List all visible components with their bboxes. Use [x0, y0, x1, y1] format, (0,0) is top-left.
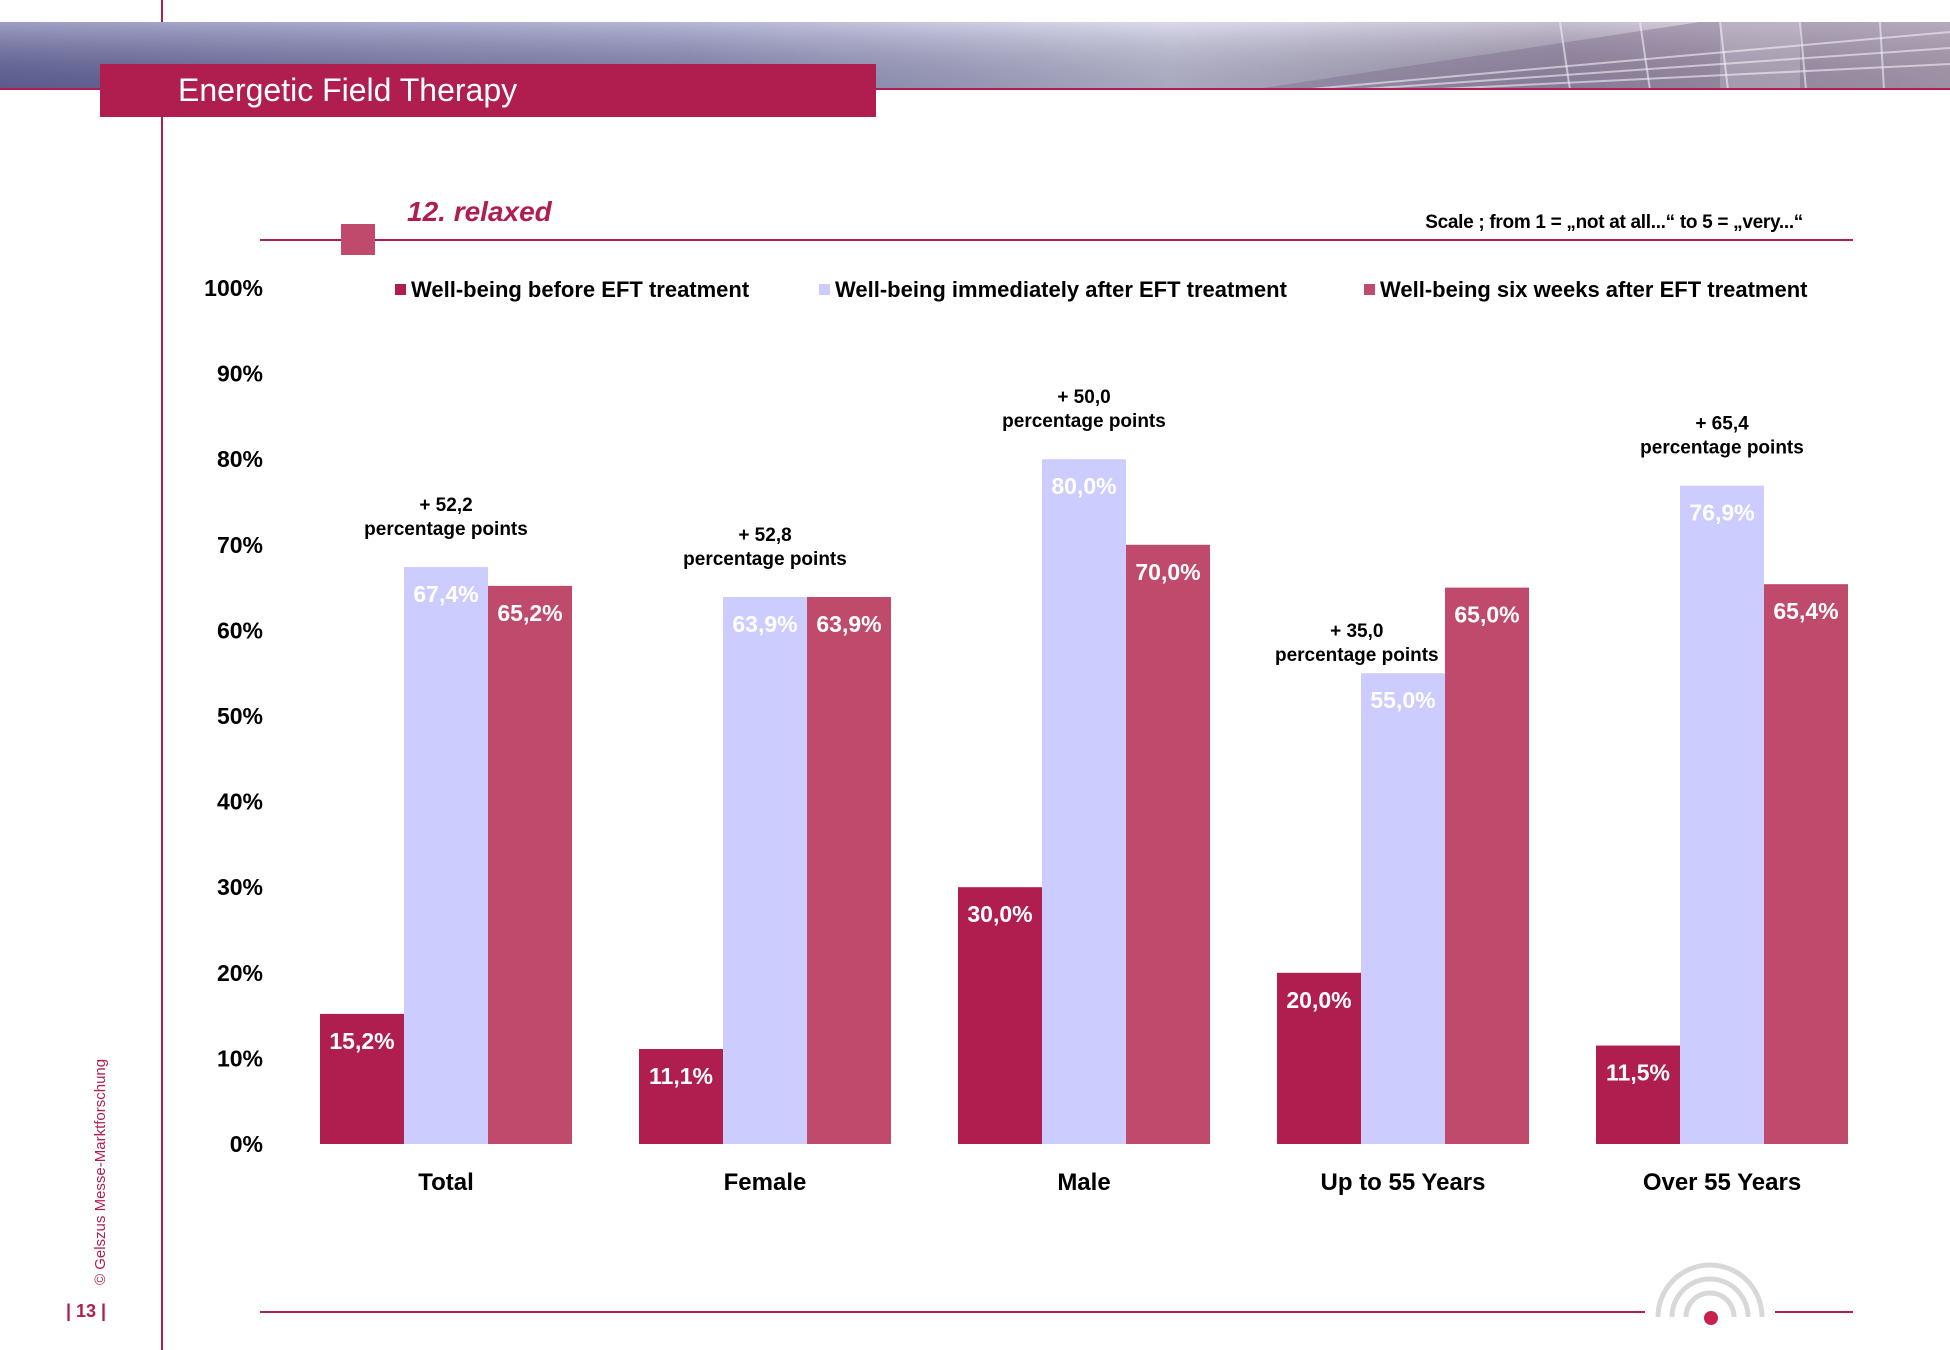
- bar: [1126, 544, 1210, 1144]
- annotation-caption: percentage points: [1640, 438, 1804, 459]
- annotation-value: + 50,0: [1057, 387, 1110, 408]
- legend-label: Well-being before EFT treatment: [411, 277, 750, 302]
- legend-label: Well-being six weeks after EFT treatment: [1380, 277, 1808, 302]
- y-tick-label: 80%: [217, 446, 263, 472]
- bar: [488, 585, 572, 1144]
- legend-swatch: [395, 284, 406, 295]
- page-number: | 13 |: [66, 1301, 107, 1321]
- copyright-text: © Gelszus Messe-Marktforschung: [92, 1058, 109, 1285]
- category-label: Over 55 Years: [1643, 1169, 1801, 1196]
- category-label: Up to 55 Years: [1321, 1169, 1486, 1196]
- scale-note: Scale ; from 1 = „not at all...“ to 5 = …: [1425, 212, 1803, 233]
- y-tick-label: 30%: [217, 874, 263, 900]
- bar-value-label: 15,2%: [329, 1028, 394, 1054]
- bar-value-label: 70,0%: [1135, 559, 1200, 585]
- annotation-value: + 35,0: [1330, 621, 1383, 642]
- y-tick-label: 40%: [217, 789, 263, 815]
- y-tick-label: 50%: [217, 703, 263, 729]
- footer-rule: [260, 1311, 1853, 1313]
- category-label: Total: [418, 1169, 474, 1196]
- bar-value-label: 20,0%: [1286, 987, 1351, 1013]
- bar-value-label: 11,5%: [1606, 1060, 1670, 1086]
- category-label: Female: [724, 1169, 807, 1196]
- bar: [1042, 459, 1126, 1144]
- y-tick-label: 10%: [217, 1045, 263, 1071]
- subtitle-rule: [260, 239, 1853, 241]
- annotation-caption: percentage points: [683, 549, 847, 570]
- bar: [1764, 584, 1848, 1144]
- bar: [404, 567, 488, 1144]
- annotation-value: + 52,8: [738, 525, 791, 546]
- y-tick-label: 70%: [217, 532, 263, 558]
- page-title: Energetic Field Therapy: [100, 64, 876, 117]
- y-tick-label: 100%: [204, 275, 263, 301]
- bar-value-label: 11,1%: [649, 1063, 713, 1089]
- y-tick-label: 90%: [217, 361, 263, 387]
- bar: [807, 597, 891, 1144]
- bar: [639, 1048, 723, 1144]
- category-label: Male: [1057, 1169, 1110, 1196]
- banner-rule: [0, 88, 1950, 90]
- bar-value-label: 65,4%: [1773, 598, 1838, 624]
- company-logo-icon: [1655, 1262, 1765, 1325]
- annotation-caption: percentage points: [1275, 645, 1439, 666]
- bar: [1445, 587, 1529, 1144]
- subtitle-marker: [341, 224, 375, 255]
- legend-label: Well-being immediately after EFT treatme…: [835, 277, 1288, 302]
- annotation-value: + 65,4: [1695, 414, 1749, 435]
- bar-value-label: 55,0%: [1370, 687, 1435, 713]
- bar: [1361, 673, 1445, 1144]
- bar-value-label: 67,4%: [413, 581, 478, 607]
- annotation-value: + 52,2: [419, 495, 472, 516]
- bar-value-label: 30,0%: [967, 901, 1032, 927]
- bar: [958, 887, 1042, 1144]
- legend-swatch: [819, 284, 830, 295]
- left-accent-line: [161, 0, 163, 1350]
- annotation-caption: percentage points: [1002, 411, 1166, 432]
- bar-value-label: 65,2%: [497, 600, 562, 626]
- bar: [1680, 485, 1764, 1145]
- bar-value-label: 80,0%: [1051, 473, 1116, 499]
- bar: [320, 1013, 404, 1144]
- y-tick-label: 20%: [217, 960, 263, 986]
- y-tick-label: 60%: [217, 617, 263, 643]
- annotation-caption: percentage points: [364, 519, 528, 540]
- bar: [723, 597, 807, 1144]
- legend-swatch: [1364, 284, 1375, 295]
- y-tick-label: 0%: [230, 1131, 263, 1157]
- chart-subtitle: 12. relaxed: [407, 196, 552, 227]
- bar-value-label: 65,0%: [1454, 602, 1519, 628]
- bar-value-label: 63,9%: [732, 611, 797, 637]
- bar: [1277, 972, 1361, 1144]
- bar: [1596, 1045, 1680, 1144]
- bar-value-label: 63,9%: [816, 611, 881, 637]
- footer-rule-gap: [1645, 1300, 1775, 1322]
- bar-value-label: 76,9%: [1689, 500, 1754, 526]
